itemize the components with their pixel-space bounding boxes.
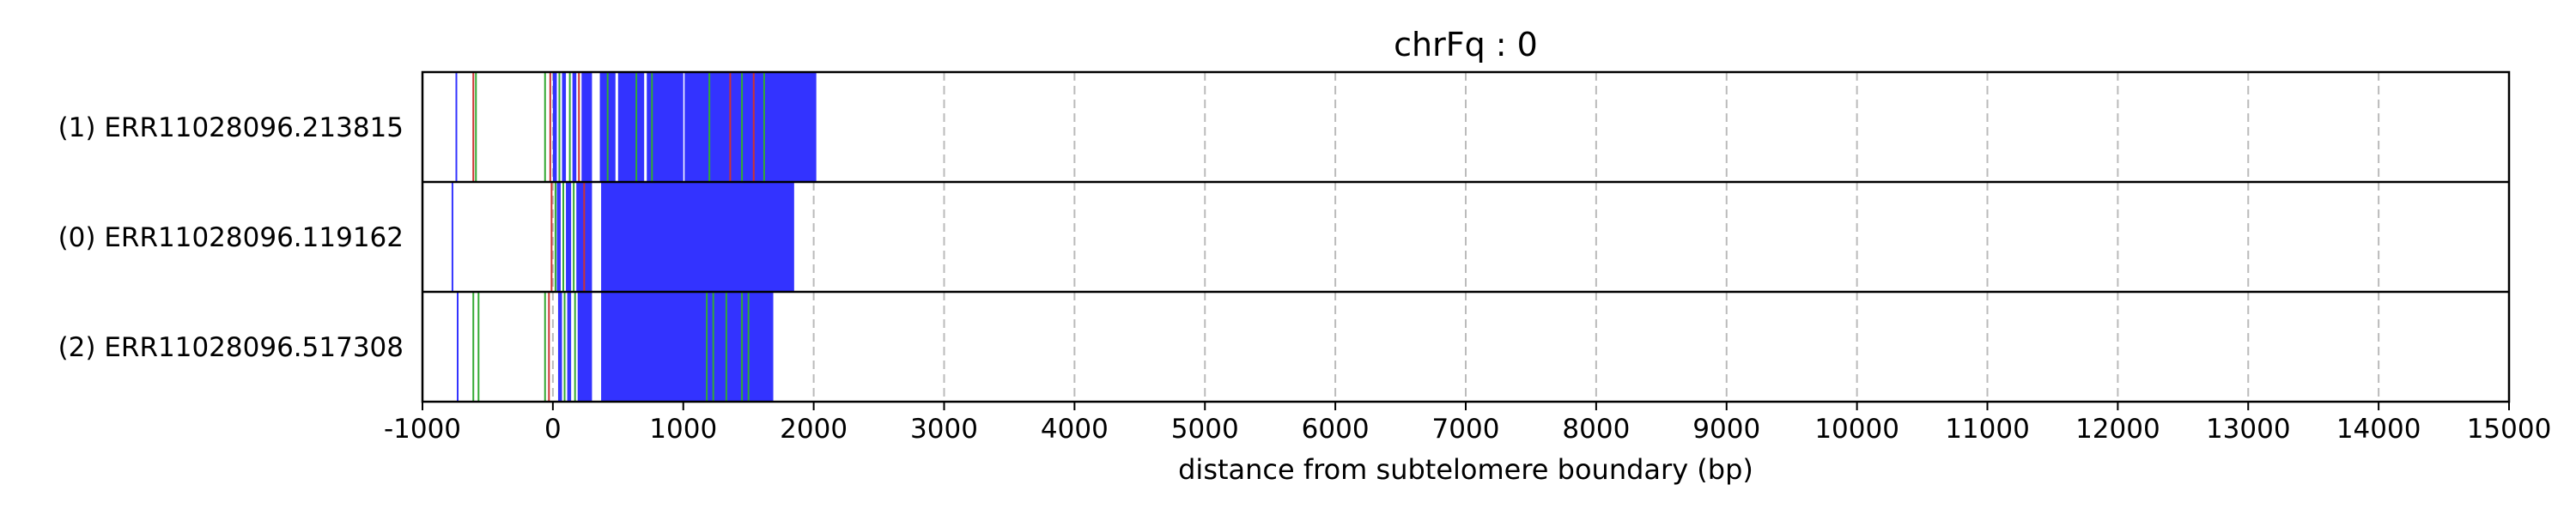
read-tracks [451, 73, 817, 401]
chart-title: chrFq : 0 [1394, 26, 1538, 64]
x-tick-label: 1000 [649, 414, 717, 445]
x-tick-label: 4000 [1041, 414, 1109, 445]
x-tick-label: 15000 [2467, 414, 2552, 445]
read-block [567, 293, 572, 401]
x-tick-label: 5000 [1171, 414, 1239, 445]
read-block [581, 73, 592, 181]
read-block [552, 73, 557, 181]
read-block [599, 73, 817, 181]
read-block [556, 183, 561, 291]
read-block [557, 293, 562, 401]
x-tick-label: 7000 [1432, 414, 1500, 445]
read-block [572, 73, 577, 181]
x-tick-label: 9000 [1692, 414, 1760, 445]
read-block [562, 73, 567, 181]
x-tick-label: 8000 [1562, 414, 1630, 445]
x-tick-label: 14000 [2336, 414, 2421, 445]
x-tick-label: 12000 [2075, 414, 2160, 445]
read-block [577, 293, 592, 401]
read-gap [644, 73, 647, 181]
x-tick-label: 0 [544, 414, 562, 445]
x-tick-label: 10000 [1814, 414, 1899, 445]
read-block [601, 183, 794, 291]
read-block [601, 293, 774, 401]
read-label: (1) ERR11028096.213815 [58, 112, 404, 143]
read-gap [615, 73, 618, 181]
read-label: (0) ERR11028096.119162 [58, 222, 404, 253]
x-tick-label: 11000 [1945, 414, 2030, 445]
read-gap [683, 73, 685, 181]
x-tick-label: 3000 [910, 414, 978, 445]
read-block [566, 183, 572, 291]
x-axis: -1000 0 1000 2000 3000 4000 5000 6000 7000 8000 90… [384, 402, 2551, 445]
read-labels: (1) ERR11028096.213815 (0) ERR11028096.11… [58, 112, 404, 363]
x-tick-label: 13000 [2206, 414, 2291, 445]
x-tick-label: 2000 [780, 414, 848, 445]
read-label: (2) ERR11028096.517308 [58, 332, 404, 363]
x-axis-label: distance from subtelomere boundary (bp) [1178, 453, 1753, 486]
x-tick-label: -1000 [384, 414, 461, 445]
x-tick-label: 6000 [1302, 414, 1370, 445]
